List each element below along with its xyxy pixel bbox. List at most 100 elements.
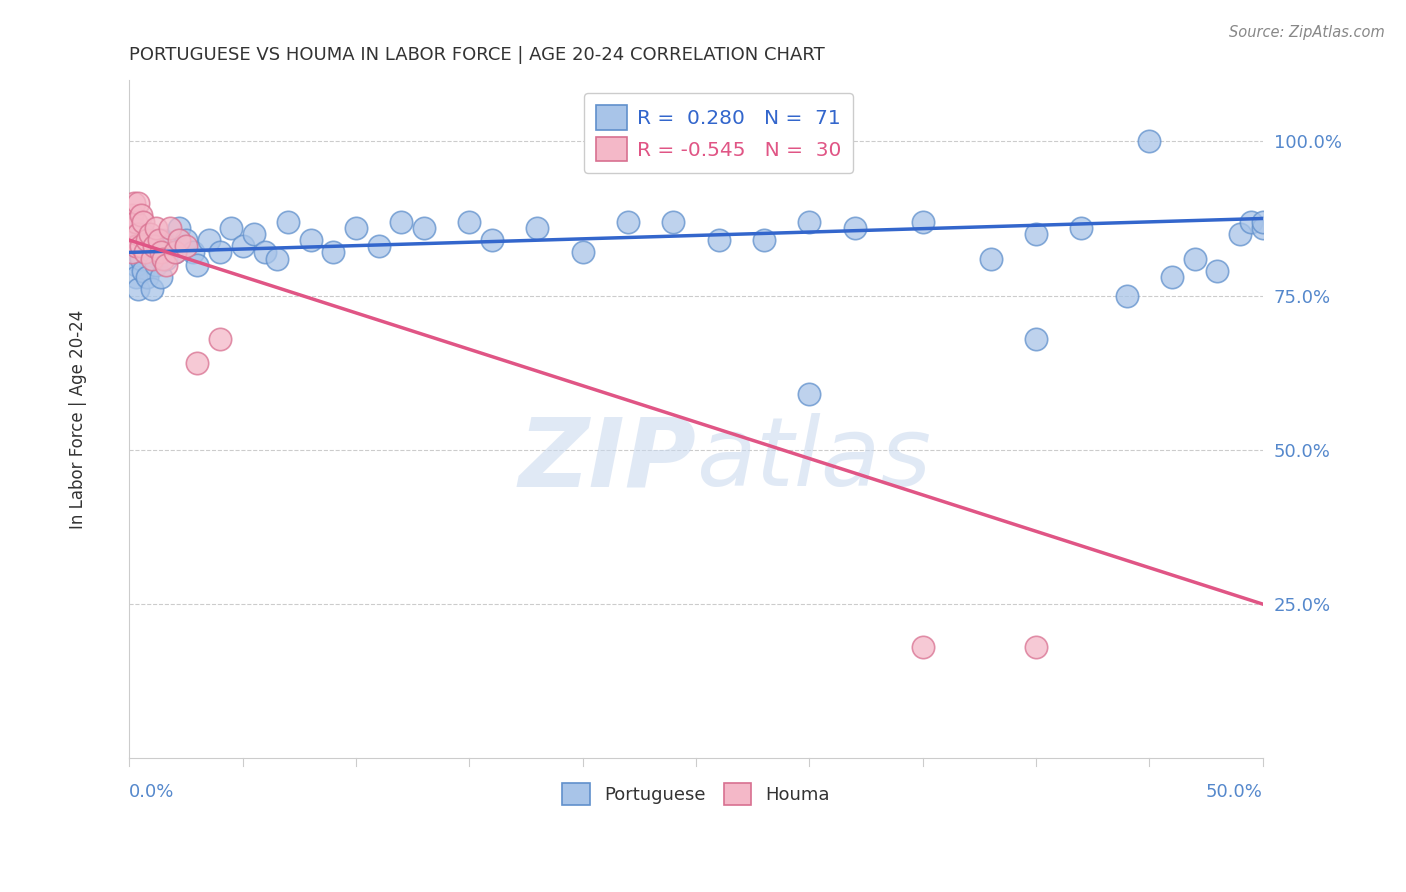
Text: Source: ZipAtlas.com: Source: ZipAtlas.com bbox=[1229, 25, 1385, 40]
Point bbox=[125, 258, 148, 272]
Point bbox=[322, 245, 344, 260]
Point bbox=[208, 332, 231, 346]
Point bbox=[299, 233, 322, 247]
Point bbox=[145, 258, 167, 272]
Point bbox=[125, 214, 148, 228]
Point bbox=[911, 214, 934, 228]
Point bbox=[145, 220, 167, 235]
Point bbox=[141, 282, 163, 296]
Point bbox=[344, 220, 367, 235]
Point bbox=[136, 233, 159, 247]
Point bbox=[980, 252, 1002, 266]
Point bbox=[127, 245, 149, 260]
Point bbox=[163, 245, 186, 260]
Point bbox=[143, 239, 166, 253]
Point bbox=[254, 245, 277, 260]
Point bbox=[1206, 264, 1229, 278]
Point bbox=[127, 282, 149, 296]
Point bbox=[159, 239, 181, 253]
Point bbox=[174, 233, 197, 247]
Point bbox=[219, 220, 242, 235]
Point bbox=[132, 227, 155, 241]
Point bbox=[125, 239, 148, 253]
Point bbox=[159, 220, 181, 235]
Point bbox=[129, 239, 152, 253]
Point bbox=[1240, 214, 1263, 228]
Point bbox=[143, 239, 166, 253]
Point bbox=[155, 252, 177, 266]
Point bbox=[125, 270, 148, 285]
Point bbox=[132, 264, 155, 278]
Point bbox=[526, 220, 548, 235]
Point bbox=[799, 387, 821, 401]
Point bbox=[707, 233, 730, 247]
Point bbox=[617, 214, 640, 228]
Point bbox=[138, 233, 160, 247]
Point bbox=[1025, 227, 1047, 241]
Point bbox=[121, 208, 143, 222]
Point bbox=[152, 252, 174, 266]
Point bbox=[127, 196, 149, 211]
Point bbox=[167, 220, 190, 235]
Point bbox=[1137, 134, 1160, 148]
Point bbox=[752, 233, 775, 247]
Point bbox=[197, 233, 219, 247]
Point bbox=[1070, 220, 1092, 235]
Point bbox=[150, 270, 173, 285]
Point bbox=[118, 233, 141, 247]
Point bbox=[208, 245, 231, 260]
Point bbox=[163, 245, 186, 260]
Point bbox=[121, 245, 143, 260]
Point bbox=[125, 233, 148, 247]
Point bbox=[799, 214, 821, 228]
Point bbox=[1229, 227, 1251, 241]
Point bbox=[150, 245, 173, 260]
Point bbox=[152, 233, 174, 247]
Point bbox=[122, 196, 145, 211]
Point bbox=[122, 252, 145, 266]
Point bbox=[662, 214, 685, 228]
Point bbox=[458, 214, 481, 228]
Point bbox=[1115, 288, 1137, 302]
Point bbox=[118, 233, 141, 247]
Point bbox=[1184, 252, 1206, 266]
Point bbox=[413, 220, 436, 235]
Point bbox=[127, 227, 149, 241]
Text: atlas: atlas bbox=[696, 413, 931, 507]
Text: 50.0%: 50.0% bbox=[1206, 783, 1263, 801]
Point bbox=[132, 214, 155, 228]
Point bbox=[134, 245, 156, 260]
Point bbox=[1251, 220, 1274, 235]
Point bbox=[1251, 214, 1274, 228]
Point bbox=[186, 356, 208, 370]
Point bbox=[1025, 640, 1047, 655]
Point bbox=[186, 258, 208, 272]
Point bbox=[243, 227, 266, 241]
Point bbox=[129, 208, 152, 222]
Point bbox=[122, 220, 145, 235]
Point bbox=[122, 239, 145, 253]
Point bbox=[122, 227, 145, 241]
Point bbox=[121, 220, 143, 235]
Point bbox=[138, 227, 160, 241]
Point bbox=[481, 233, 503, 247]
Point bbox=[155, 258, 177, 272]
Point bbox=[174, 239, 197, 253]
Point bbox=[232, 239, 254, 253]
Point bbox=[911, 640, 934, 655]
Point bbox=[129, 239, 152, 253]
Text: ZIP: ZIP bbox=[517, 413, 696, 507]
Point bbox=[121, 245, 143, 260]
Point bbox=[1025, 332, 1047, 346]
Text: In Labor Force | Age 20-24: In Labor Force | Age 20-24 bbox=[69, 310, 87, 529]
Point bbox=[571, 245, 593, 260]
Text: 0.0%: 0.0% bbox=[129, 783, 174, 801]
Point bbox=[389, 214, 412, 228]
Legend: Portuguese, Houma: Portuguese, Houma bbox=[554, 773, 838, 814]
Text: PORTUGUESE VS HOUMA IN LABOR FORCE | AGE 20-24 CORRELATION CHART: PORTUGUESE VS HOUMA IN LABOR FORCE | AGE… bbox=[129, 46, 825, 64]
Point bbox=[148, 233, 170, 247]
Point bbox=[141, 245, 163, 260]
Point bbox=[277, 214, 299, 228]
Point bbox=[367, 239, 389, 253]
Point bbox=[181, 245, 204, 260]
